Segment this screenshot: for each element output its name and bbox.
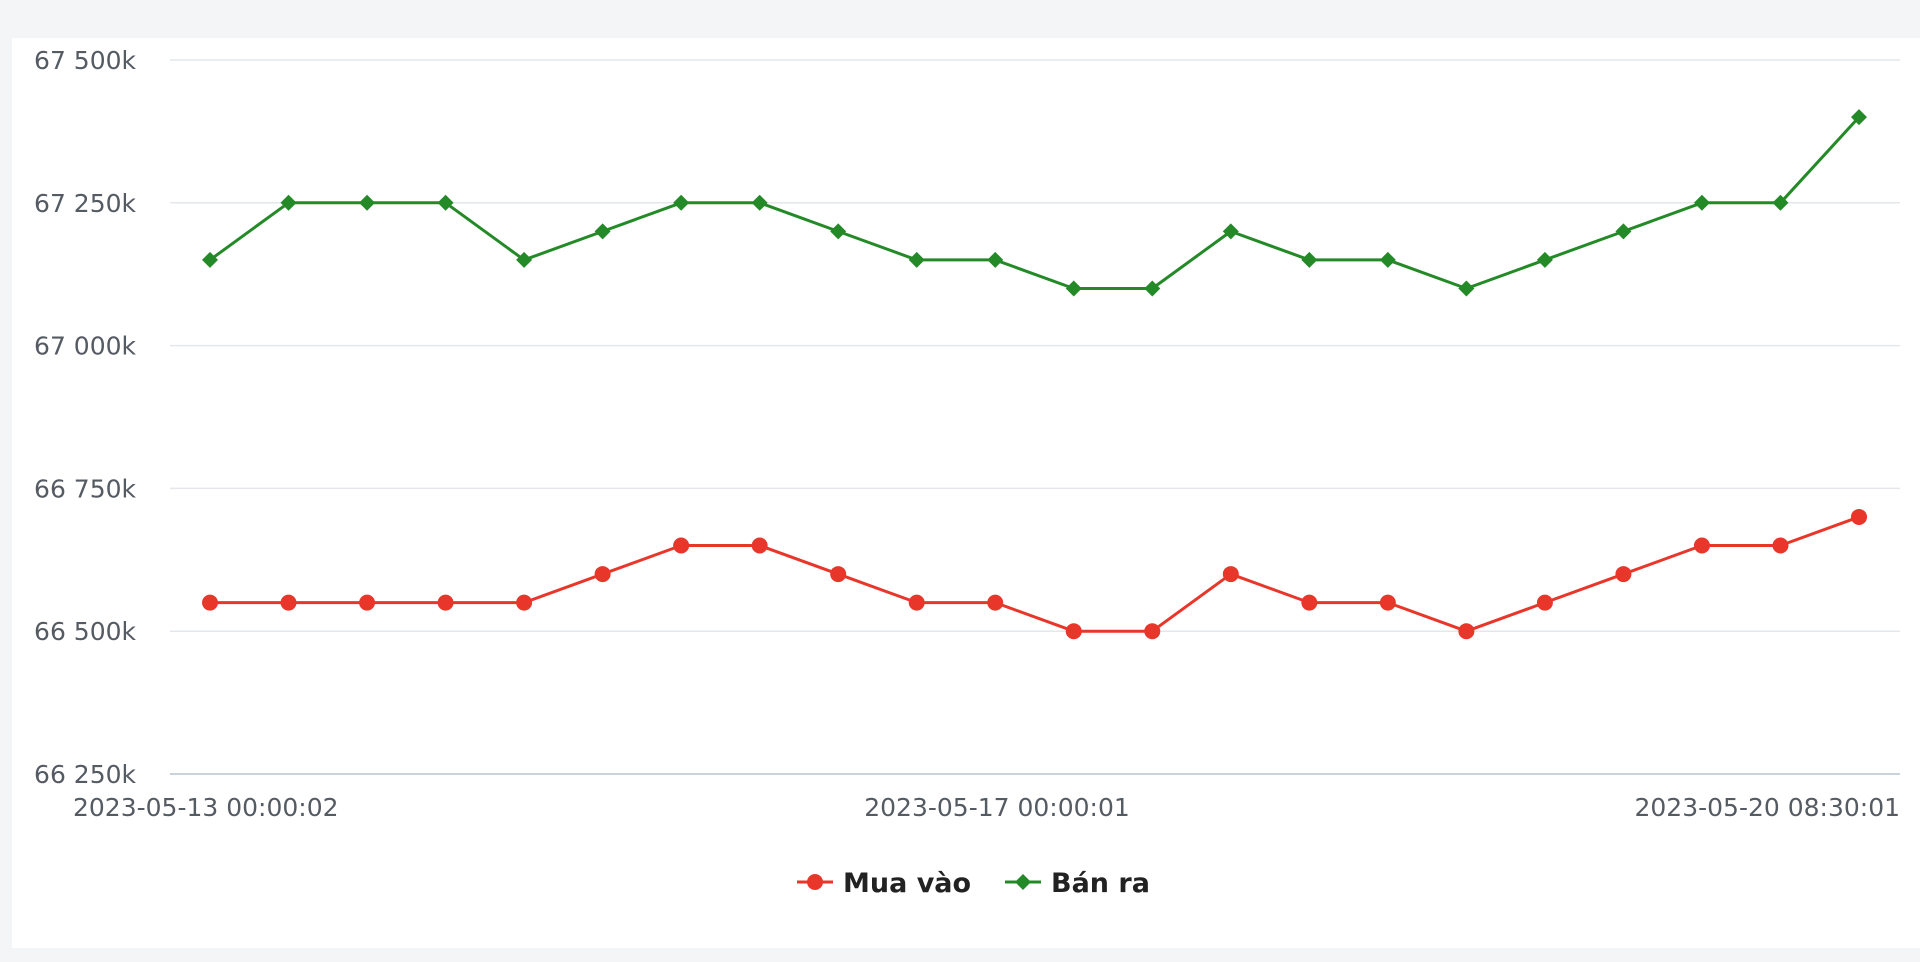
data-point [280,194,297,211]
legend-marker [807,874,823,890]
legend-item[interactable]: Mua vào [797,868,971,899]
data-point [359,594,376,611]
series-2 [202,109,1867,297]
data-point [1379,594,1396,611]
data-point [1772,537,1789,554]
series-layer [202,109,1867,640]
series-line [209,116,1861,290]
legend-label: Bán ra [1051,868,1150,899]
data-point [987,594,1004,611]
data-point [1301,251,1318,268]
data-point [1615,566,1632,583]
line-chart: 67 500k 67 250k 67 000k 66 750k 66 500k 66 25… [34,46,1900,899]
legend-marker [1015,874,1031,890]
data-point [1693,537,1710,554]
data-point [280,594,297,611]
data-point [1301,594,1318,611]
y-axis: 67 500k 67 250k 67 000k 66 750k 66 500k 66 25… [34,46,136,789]
series-line [210,515,1860,633]
data-point [673,194,690,211]
data-point [1615,223,1632,240]
y-tick-label: 66 250k [34,760,136,789]
y-tick-label: 67 250k [34,189,136,218]
data-point [1379,251,1396,268]
x-axis: 2023-05-13 00:00:02 2023-05-17 00:00:01 20… [73,793,1900,822]
data-point [1536,251,1553,268]
x-tick-label: 2023-05-20 08:30:01 [1634,793,1900,822]
y-tick-label: 66 500k [34,617,136,646]
data-point [1144,623,1161,640]
x-tick-label: 2023-05-17 00:00:01 [864,793,1130,822]
data-point [594,566,611,583]
data-point [594,223,611,240]
data-point [830,223,847,240]
legend[interactable]: Mua vào Bán ra [797,868,1150,899]
chart-card: 67 500k 67 250k 67 000k 66 750k 66 500k 66 25… [12,38,1920,948]
data-point [1458,280,1475,297]
data-point [359,194,376,211]
data-point [673,537,690,554]
data-point [1851,508,1867,525]
grid-lines [170,59,1900,775]
data-point [1458,623,1475,640]
data-point [830,566,847,583]
data-point [987,251,1004,268]
data-point [1065,280,1082,297]
data-point [516,594,533,611]
data-point [1144,280,1161,297]
legend-item[interactable]: Bán ra [1005,868,1150,899]
data-point [1693,194,1710,211]
data-point [437,194,454,211]
data-point [437,594,454,611]
y-tick-label: 67 500k [34,46,136,75]
data-point [516,251,533,268]
y-tick-label: 66 750k [34,474,136,503]
data-point [908,251,925,268]
data-point [1772,194,1789,211]
data-point [1851,109,1867,126]
data-point [202,251,218,268]
data-point [908,594,925,611]
data-point [1222,223,1239,240]
data-point [1065,623,1082,640]
series-1 [202,508,1867,640]
data-point [1536,594,1553,611]
data-point [751,194,768,211]
data-point [202,594,218,611]
x-tick-label: 2023-05-13 00:00:02 [73,793,339,822]
y-tick-label: 67 000k [34,332,136,361]
data-point [751,537,768,554]
data-point [1222,566,1239,583]
legend-label: Mua vào [843,868,971,899]
